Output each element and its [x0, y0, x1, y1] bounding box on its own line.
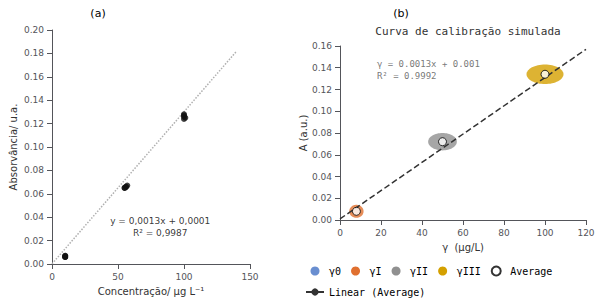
svg-text:0.00: 0.00 [312, 215, 332, 225]
svg-text:Average: Average [510, 266, 552, 277]
svg-text:0: 0 [337, 228, 343, 238]
svg-text:γ0: γ0 [329, 266, 341, 277]
svg-text:0.10: 0.10 [312, 106, 332, 116]
svg-text:Linear (Average): Linear (Average) [329, 287, 425, 298]
svg-text:0.02: 0.02 [312, 193, 332, 203]
svg-text:Concentração/ μg L⁻¹: Concentração/ μg L⁻¹ [98, 286, 205, 297]
svg-text:0.04: 0.04 [24, 212, 44, 222]
svg-text:50: 50 [112, 272, 124, 282]
svg-text:120: 120 [577, 228, 594, 238]
svg-text:0.10: 0.10 [24, 142, 44, 152]
svg-text:0.16: 0.16 [24, 72, 44, 82]
svg-text:20: 20 [375, 228, 387, 238]
svg-text:0.08: 0.08 [312, 128, 332, 138]
svg-text:Curva de calibração simulada: Curva de calibração simulada [375, 25, 560, 38]
svg-text:0.14: 0.14 [24, 95, 44, 105]
svg-text:0.18: 0.18 [24, 48, 44, 58]
svg-text:γI: γI [370, 266, 382, 277]
svg-text:γII: γII [410, 266, 428, 277]
svg-text:100: 100 [175, 272, 192, 282]
svg-text:0.00: 0.00 [24, 259, 44, 269]
svg-text:γ = 0.0013x + 0.001: γ = 0.0013x + 0.001 [377, 59, 480, 69]
svg-text:80: 80 [498, 228, 510, 238]
svg-text:0.06: 0.06 [312, 150, 332, 160]
svg-text:0.12: 0.12 [312, 85, 332, 95]
svg-text:γIII: γIII [457, 266, 481, 277]
svg-text:(a): (a) [90, 7, 105, 20]
svg-text:R² = 0,9987: R² = 0,9987 [133, 228, 188, 238]
svg-text:40: 40 [416, 228, 428, 238]
svg-text:Absorvância/ u.a.: Absorvância/ u.a. [8, 104, 19, 191]
svg-text:(b): (b) [393, 7, 409, 20]
svg-text:y = 0,0013x + 0,0001: y = 0,0013x + 0,0001 [110, 216, 210, 226]
svg-text:0.20: 0.20 [24, 25, 44, 35]
svg-text:A (a.u.): A (a.u.) [298, 115, 309, 152]
svg-text:γ (μg/L): γ (μg/L) [442, 242, 484, 253]
svg-text:0.02: 0.02 [24, 236, 44, 246]
svg-text:0.08: 0.08 [24, 165, 44, 175]
svg-text:0.04: 0.04 [312, 172, 332, 182]
svg-text:0.14: 0.14 [312, 63, 332, 73]
svg-text:100: 100 [536, 228, 553, 238]
svg-text:0.06: 0.06 [24, 189, 44, 199]
svg-text:0.16: 0.16 [312, 41, 332, 51]
svg-text:R² = 0.9992: R² = 0.9992 [377, 71, 437, 81]
svg-text:60: 60 [457, 228, 469, 238]
svg-text:0.12: 0.12 [24, 119, 44, 129]
svg-text:0: 0 [49, 272, 55, 282]
svg-text:150: 150 [241, 272, 258, 282]
